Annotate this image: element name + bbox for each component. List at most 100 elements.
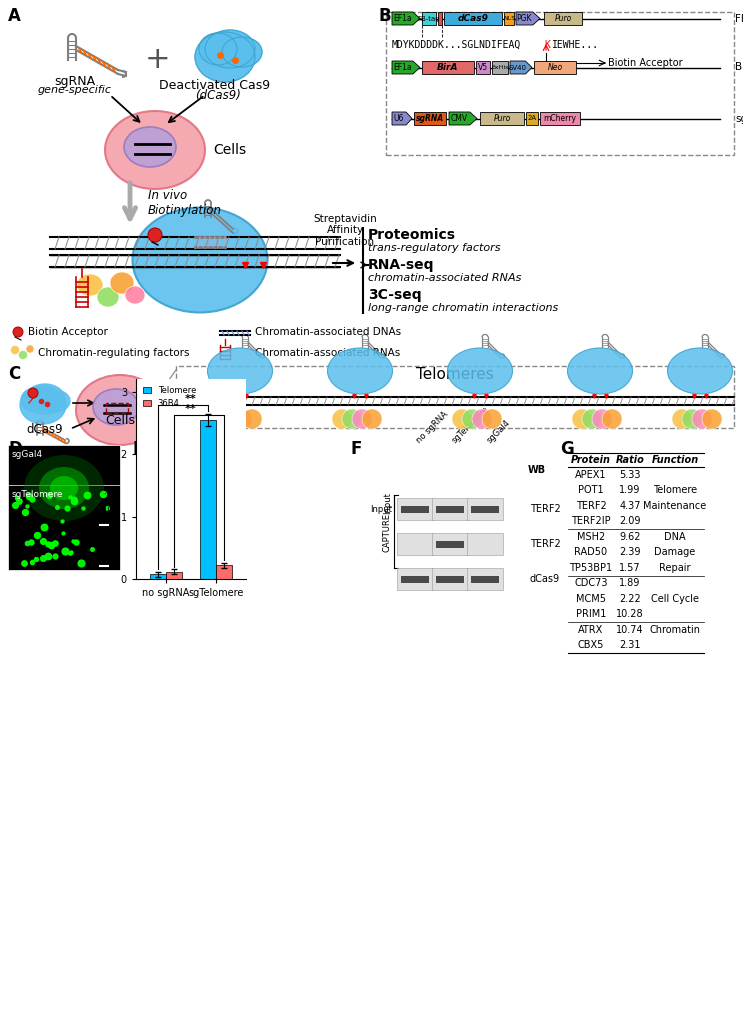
Ellipse shape bbox=[125, 286, 145, 304]
Text: Deactivated Cas9: Deactivated Cas9 bbox=[160, 79, 270, 92]
Bar bbox=[176, 366, 734, 428]
Ellipse shape bbox=[447, 348, 513, 394]
Text: Cells: Cells bbox=[105, 413, 135, 426]
Text: RAD50: RAD50 bbox=[574, 547, 608, 558]
Ellipse shape bbox=[93, 390, 139, 425]
Circle shape bbox=[28, 388, 38, 398]
Text: MCM5: MCM5 bbox=[576, 593, 606, 604]
Text: A: A bbox=[8, 7, 21, 25]
Circle shape bbox=[462, 409, 482, 429]
Text: Streptavidin
Affinity
Purification: Streptavidin Affinity Purification bbox=[313, 214, 377, 247]
Bar bbox=[526, 112, 538, 125]
Text: dCas9: dCas9 bbox=[458, 14, 488, 23]
Ellipse shape bbox=[24, 455, 104, 521]
Bar bbox=[397, 568, 433, 590]
Bar bbox=[444, 12, 502, 25]
Text: Damage: Damage bbox=[655, 547, 695, 558]
Circle shape bbox=[212, 409, 232, 429]
Bar bbox=[397, 533, 433, 555]
Circle shape bbox=[692, 409, 712, 429]
Bar bbox=[166, 572, 182, 579]
Circle shape bbox=[472, 409, 492, 429]
Text: 9.62: 9.62 bbox=[619, 532, 640, 542]
Text: sgGal4: sgGal4 bbox=[12, 450, 43, 459]
Bar bbox=[432, 568, 468, 590]
Circle shape bbox=[682, 409, 702, 429]
Ellipse shape bbox=[205, 30, 255, 68]
Ellipse shape bbox=[199, 33, 237, 65]
Text: EF1a: EF1a bbox=[393, 14, 412, 23]
Text: TERF2IP: TERF2IP bbox=[571, 517, 611, 526]
Text: Input: Input bbox=[370, 504, 392, 514]
Legend: Telomere, 36B4: Telomere, 36B4 bbox=[140, 383, 198, 411]
Text: mCherry: mCherry bbox=[543, 114, 577, 123]
Circle shape bbox=[19, 351, 27, 360]
Ellipse shape bbox=[97, 287, 119, 307]
Bar bbox=[471, 506, 499, 512]
Text: Telomere: Telomere bbox=[653, 485, 697, 495]
Polygon shape bbox=[392, 62, 420, 74]
Circle shape bbox=[242, 409, 262, 429]
Bar bbox=[397, 498, 433, 520]
Bar bbox=[436, 541, 464, 548]
Text: PRIM1: PRIM1 bbox=[576, 609, 606, 619]
Ellipse shape bbox=[110, 272, 134, 294]
Bar bbox=[544, 12, 582, 25]
Circle shape bbox=[592, 409, 612, 429]
Text: long-range chromatin interactions: long-range chromatin interactions bbox=[368, 303, 558, 313]
Text: sgTelomere: sgTelomere bbox=[11, 453, 79, 466]
Text: Function: Function bbox=[652, 455, 698, 465]
Text: sgRNA: sgRNA bbox=[735, 114, 743, 123]
Ellipse shape bbox=[50, 476, 78, 500]
Text: V5: V5 bbox=[478, 63, 488, 72]
Text: Chromatin-associated DNAs: Chromatin-associated DNAs bbox=[255, 327, 401, 337]
Circle shape bbox=[332, 409, 352, 429]
Ellipse shape bbox=[40, 390, 70, 412]
Ellipse shape bbox=[207, 348, 273, 394]
Circle shape bbox=[342, 409, 362, 429]
Bar bbox=[471, 576, 499, 583]
Text: G: G bbox=[560, 440, 574, 458]
Bar bbox=[504, 12, 514, 25]
Bar bbox=[436, 576, 464, 583]
Y-axis label: Enrichment: Enrichment bbox=[106, 447, 115, 511]
Text: **: ** bbox=[185, 394, 197, 404]
Text: sgTelomere: sgTelomere bbox=[450, 405, 490, 445]
Circle shape bbox=[13, 327, 23, 337]
Bar bbox=[432, 498, 468, 520]
Circle shape bbox=[222, 409, 242, 429]
Bar bbox=[492, 62, 508, 74]
Bar bbox=[534, 62, 576, 74]
Polygon shape bbox=[392, 12, 420, 25]
Text: FB-tag: FB-tag bbox=[418, 15, 441, 22]
Circle shape bbox=[582, 409, 602, 429]
Ellipse shape bbox=[222, 37, 262, 67]
Text: sgTelomere: sgTelomere bbox=[12, 490, 63, 499]
Ellipse shape bbox=[20, 386, 66, 424]
Bar bbox=[8, 485, 120, 570]
Text: TERF2: TERF2 bbox=[576, 501, 606, 510]
Text: sgRNA: sgRNA bbox=[416, 114, 444, 123]
Text: chromatin-associated RNAs: chromatin-associated RNAs bbox=[368, 273, 522, 283]
Ellipse shape bbox=[25, 384, 65, 414]
Ellipse shape bbox=[132, 207, 267, 313]
Text: BirA: BirA bbox=[437, 63, 458, 72]
Text: 2.22: 2.22 bbox=[619, 593, 641, 604]
Ellipse shape bbox=[328, 348, 392, 394]
Text: (dCas9): (dCas9) bbox=[195, 89, 241, 103]
Ellipse shape bbox=[568, 348, 632, 394]
Polygon shape bbox=[449, 112, 477, 125]
Ellipse shape bbox=[21, 388, 49, 412]
Text: PGK: PGK bbox=[516, 14, 532, 23]
Text: **: ** bbox=[185, 404, 197, 414]
Polygon shape bbox=[392, 112, 412, 125]
Text: CBX5: CBX5 bbox=[578, 641, 604, 650]
Text: F: F bbox=[350, 440, 361, 458]
Bar bbox=[467, 568, 503, 590]
Bar bbox=[436, 506, 464, 512]
Text: 2.31: 2.31 bbox=[619, 641, 640, 650]
Ellipse shape bbox=[76, 375, 164, 445]
Text: 2.09: 2.09 bbox=[619, 517, 640, 526]
Text: CMV: CMV bbox=[451, 114, 468, 123]
Text: Proteomics: Proteomics bbox=[368, 228, 456, 242]
